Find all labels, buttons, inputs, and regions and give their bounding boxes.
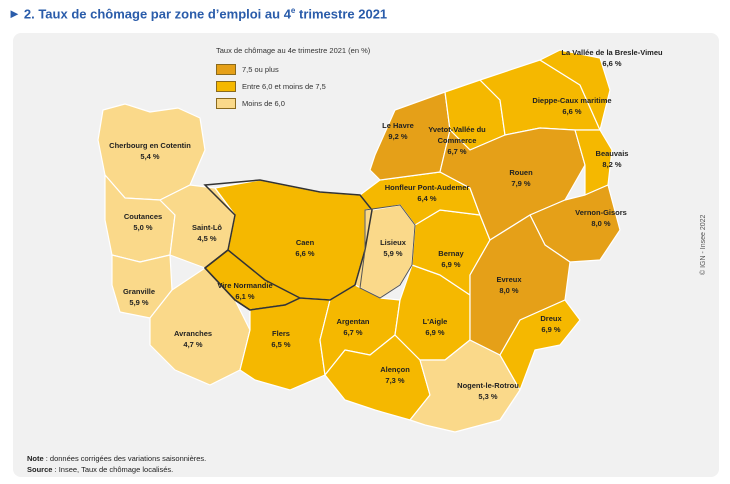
label-argentan: Argentan 6,7 %	[336, 317, 370, 337]
map-legend: Taux de chômage au 4e trimestre 2021 (en…	[216, 46, 370, 112]
label-saint-lo: Saint-Lô 4,5 %	[192, 223, 222, 243]
legend-title: Taux de chômage au 4e trimestre 2021 (en…	[216, 46, 371, 55]
caen-outline	[203, 179, 373, 311]
legend-label-mid: Entre 6,0 et moins de 7,5	[242, 82, 326, 91]
label-beauvais: Beauvais 8,2 %	[595, 149, 629, 169]
label-cherbourg: Cherbourg en Cotentin 5,4 %	[109, 141, 191, 161]
legend-swatch-low	[216, 98, 236, 109]
label-granville: Granville 5,9 %	[122, 287, 156, 307]
legend-item-high: 7,5 ou plus	[216, 61, 370, 78]
lisieux-outline	[359, 204, 416, 299]
legend-swatch-high	[216, 64, 236, 75]
copyright: © IGN - Insee 2022	[700, 214, 707, 275]
legend-label-low: Moins de 6,0	[242, 99, 285, 108]
legend-swatch-mid	[216, 81, 236, 92]
label-bresle: La Vallée de la Bresle-Vimeu 6,6 %	[561, 48, 663, 68]
zone-dreux	[499, 299, 581, 391]
label-nogent: Nogent-le-Rotrou 5,3 %	[457, 381, 519, 401]
zone-bresle	[539, 49, 611, 131]
label-lisieux: Lisieux 5,9 %	[380, 238, 406, 258]
label-yvetot: Yvetot-Vallée du Commerce 6,7 %	[428, 125, 486, 156]
source-line: Source : Insee, Taux de chômage localisé…	[27, 465, 174, 474]
figure-title: ► 2. Taux de chômage par zone d’emploi au…	[8, 6, 388, 22]
label-evreux: Evreux 8,0 %	[496, 275, 522, 295]
zone-cherbourg	[97, 103, 206, 201]
label-flers: Flers 6,5 %	[271, 329, 291, 349]
footnote: Note : données corrigées des variations …	[27, 453, 206, 475]
label-dieppe: Dieppe-Caux maritime 6,6 %	[532, 96, 612, 116]
label-vire: Vire Normandie 6,1 %	[217, 281, 273, 301]
label-laigle: L'Aigle 6,9 %	[422, 317, 448, 337]
label-bernay: Bernay 6,9 %	[438, 249, 464, 269]
label-dreux: Dreux 6,9 %	[540, 314, 562, 334]
title-arrow-icon: ►	[8, 6, 21, 22]
label-avranches: Avranches 4,7 %	[173, 329, 213, 349]
note-line: Note : données corrigées des variations …	[27, 454, 207, 463]
label-rouen: Rouen 7,9 %	[509, 168, 533, 188]
label-vernon: Vernon-Gisors 8,0 %	[575, 208, 627, 228]
legend-item-low: Moins de 6,0	[216, 95, 370, 112]
legend-item-mid: Entre 6,0 et moins de 7,5	[216, 78, 370, 95]
label-coutances: Coutances 5,0 %	[123, 212, 163, 232]
legend-label-high: 7,5 ou plus	[242, 65, 279, 74]
label-le-havre: Le Havre 9,2 %	[382, 121, 414, 141]
label-honfleur: Honfleur Pont-Audemer 6,4 %	[384, 183, 470, 203]
label-alencon: Alençon 7,3 %	[380, 365, 410, 385]
label-caen: Caen 6,6 %	[295, 238, 315, 258]
